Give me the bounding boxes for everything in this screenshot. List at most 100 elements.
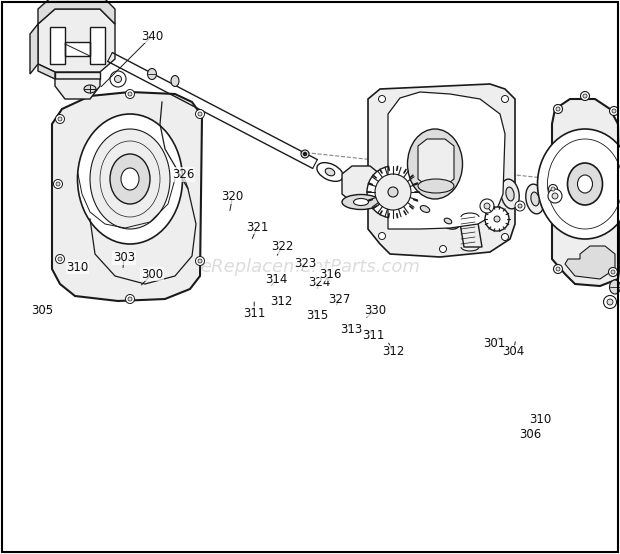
Polygon shape: [418, 139, 454, 186]
Ellipse shape: [125, 295, 135, 304]
Text: 324: 324: [308, 276, 330, 289]
Ellipse shape: [56, 115, 64, 124]
Polygon shape: [565, 246, 615, 279]
Ellipse shape: [549, 184, 557, 193]
Ellipse shape: [502, 95, 508, 102]
Ellipse shape: [195, 257, 205, 265]
Text: 314: 314: [265, 273, 287, 286]
Text: eReplacementParts.com: eReplacementParts.com: [200, 258, 420, 276]
Ellipse shape: [418, 179, 454, 193]
Text: 303: 303: [113, 251, 135, 264]
Ellipse shape: [609, 106, 619, 115]
Text: 304: 304: [502, 345, 525, 358]
Ellipse shape: [551, 187, 555, 191]
Text: 305: 305: [31, 304, 53, 317]
Polygon shape: [38, 0, 115, 24]
Ellipse shape: [603, 295, 616, 309]
Text: 320: 320: [221, 190, 244, 203]
Ellipse shape: [110, 154, 150, 204]
Polygon shape: [30, 24, 38, 74]
Ellipse shape: [567, 163, 603, 205]
Ellipse shape: [502, 233, 508, 240]
Ellipse shape: [378, 233, 386, 239]
Ellipse shape: [556, 107, 560, 111]
Text: 321: 321: [246, 220, 268, 234]
Ellipse shape: [526, 184, 544, 214]
Text: 322: 322: [271, 240, 293, 253]
Ellipse shape: [198, 112, 202, 116]
Text: 340: 340: [141, 29, 163, 43]
Ellipse shape: [367, 166, 419, 218]
Text: 311: 311: [243, 306, 265, 320]
Ellipse shape: [531, 192, 539, 206]
Ellipse shape: [58, 257, 62, 261]
Ellipse shape: [301, 150, 309, 158]
Polygon shape: [552, 99, 620, 286]
Ellipse shape: [90, 129, 170, 229]
Ellipse shape: [198, 259, 202, 263]
Ellipse shape: [515, 201, 525, 211]
Ellipse shape: [148, 69, 156, 80]
Ellipse shape: [485, 207, 509, 231]
Polygon shape: [55, 72, 100, 79]
Text: 330: 330: [364, 304, 386, 317]
Polygon shape: [459, 217, 482, 247]
Ellipse shape: [580, 91, 590, 100]
Text: 312: 312: [382, 345, 404, 358]
Ellipse shape: [56, 182, 60, 186]
Text: 306: 306: [520, 428, 542, 442]
Ellipse shape: [317, 163, 343, 181]
Text: 326: 326: [172, 168, 194, 181]
Polygon shape: [368, 84, 515, 257]
Ellipse shape: [388, 187, 398, 197]
Polygon shape: [38, 9, 115, 72]
Ellipse shape: [501, 179, 519, 209]
Ellipse shape: [53, 179, 63, 188]
Ellipse shape: [494, 216, 500, 222]
Ellipse shape: [577, 175, 593, 193]
Ellipse shape: [548, 189, 562, 203]
Ellipse shape: [58, 117, 62, 121]
Text: 327: 327: [329, 293, 351, 306]
Text: 300: 300: [141, 268, 163, 281]
Ellipse shape: [583, 94, 587, 98]
Ellipse shape: [538, 129, 620, 239]
Text: 310: 310: [66, 260, 89, 274]
Polygon shape: [55, 79, 100, 99]
Ellipse shape: [608, 268, 618, 276]
Ellipse shape: [480, 199, 494, 213]
Polygon shape: [52, 92, 202, 301]
Ellipse shape: [128, 92, 132, 96]
Ellipse shape: [171, 75, 179, 86]
Ellipse shape: [554, 264, 562, 274]
Ellipse shape: [609, 280, 620, 294]
Ellipse shape: [304, 152, 306, 156]
Ellipse shape: [611, 270, 615, 274]
Ellipse shape: [440, 245, 446, 253]
Text: 312: 312: [270, 295, 292, 309]
Text: 311: 311: [362, 329, 384, 342]
Ellipse shape: [422, 148, 448, 180]
Ellipse shape: [552, 193, 558, 199]
Ellipse shape: [342, 194, 380, 209]
Ellipse shape: [444, 218, 452, 224]
Text: 316: 316: [319, 268, 342, 281]
Ellipse shape: [326, 168, 335, 176]
Ellipse shape: [195, 110, 205, 119]
Ellipse shape: [375, 174, 411, 210]
Ellipse shape: [115, 75, 122, 83]
Ellipse shape: [556, 267, 560, 271]
Ellipse shape: [353, 198, 368, 206]
Ellipse shape: [484, 203, 490, 209]
Ellipse shape: [128, 297, 132, 301]
Text: 301: 301: [483, 337, 505, 350]
Ellipse shape: [607, 299, 613, 305]
Polygon shape: [38, 64, 55, 79]
Ellipse shape: [78, 114, 182, 244]
Ellipse shape: [84, 85, 96, 93]
Ellipse shape: [110, 71, 126, 87]
Ellipse shape: [506, 187, 514, 201]
Ellipse shape: [378, 95, 386, 102]
Text: 313: 313: [340, 323, 362, 336]
Ellipse shape: [125, 90, 135, 99]
